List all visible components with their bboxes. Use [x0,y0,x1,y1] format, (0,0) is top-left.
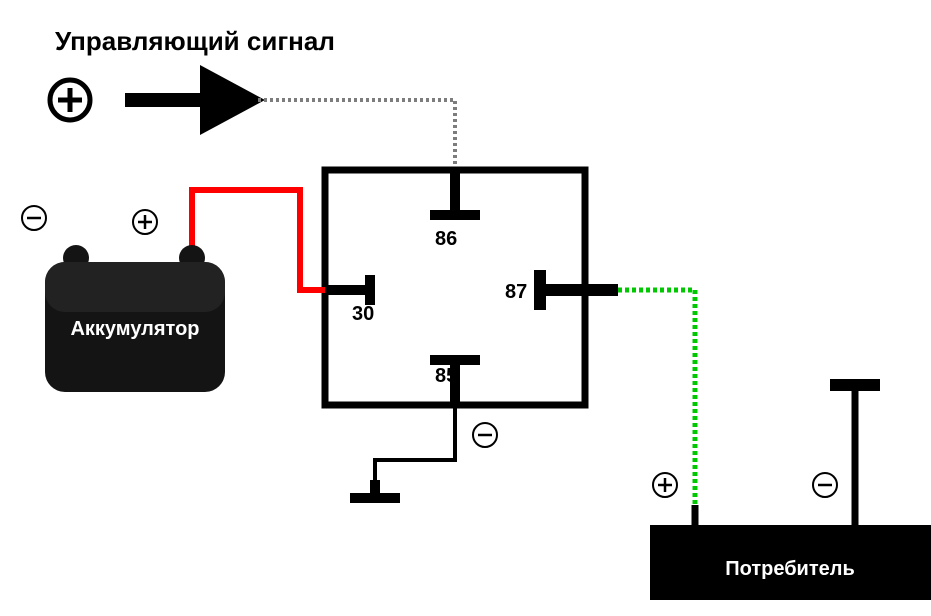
wire-load-green [618,290,695,520]
wire-ground-85 [350,405,455,498]
battery-block: Аккумулятор [45,245,225,392]
pin85-minus-icon [473,423,497,447]
consumer-block: Потребитель [650,525,931,600]
control-plus-symbol [50,80,90,120]
battery-plus-icon [133,210,157,234]
battery-label: Аккумулятор [70,318,199,340]
relay-box: 86 30 87 85 [325,170,618,405]
pin-30-label: 30 [352,303,374,325]
consumer-plus-icon [653,473,677,497]
consumer-label: Потребитель [725,558,855,580]
consumer-minus-icon [813,473,837,497]
pin-85-label: 85 [435,365,457,387]
pin-86-label: 86 [435,228,457,250]
wire-signal [258,100,455,170]
control-arrow-icon [125,65,265,135]
battery-minus-icon [22,206,46,230]
pin-87-label: 87 [505,281,527,303]
title-text: Управляющий сигнал [55,26,335,56]
consumer-ground-post [830,385,880,525]
